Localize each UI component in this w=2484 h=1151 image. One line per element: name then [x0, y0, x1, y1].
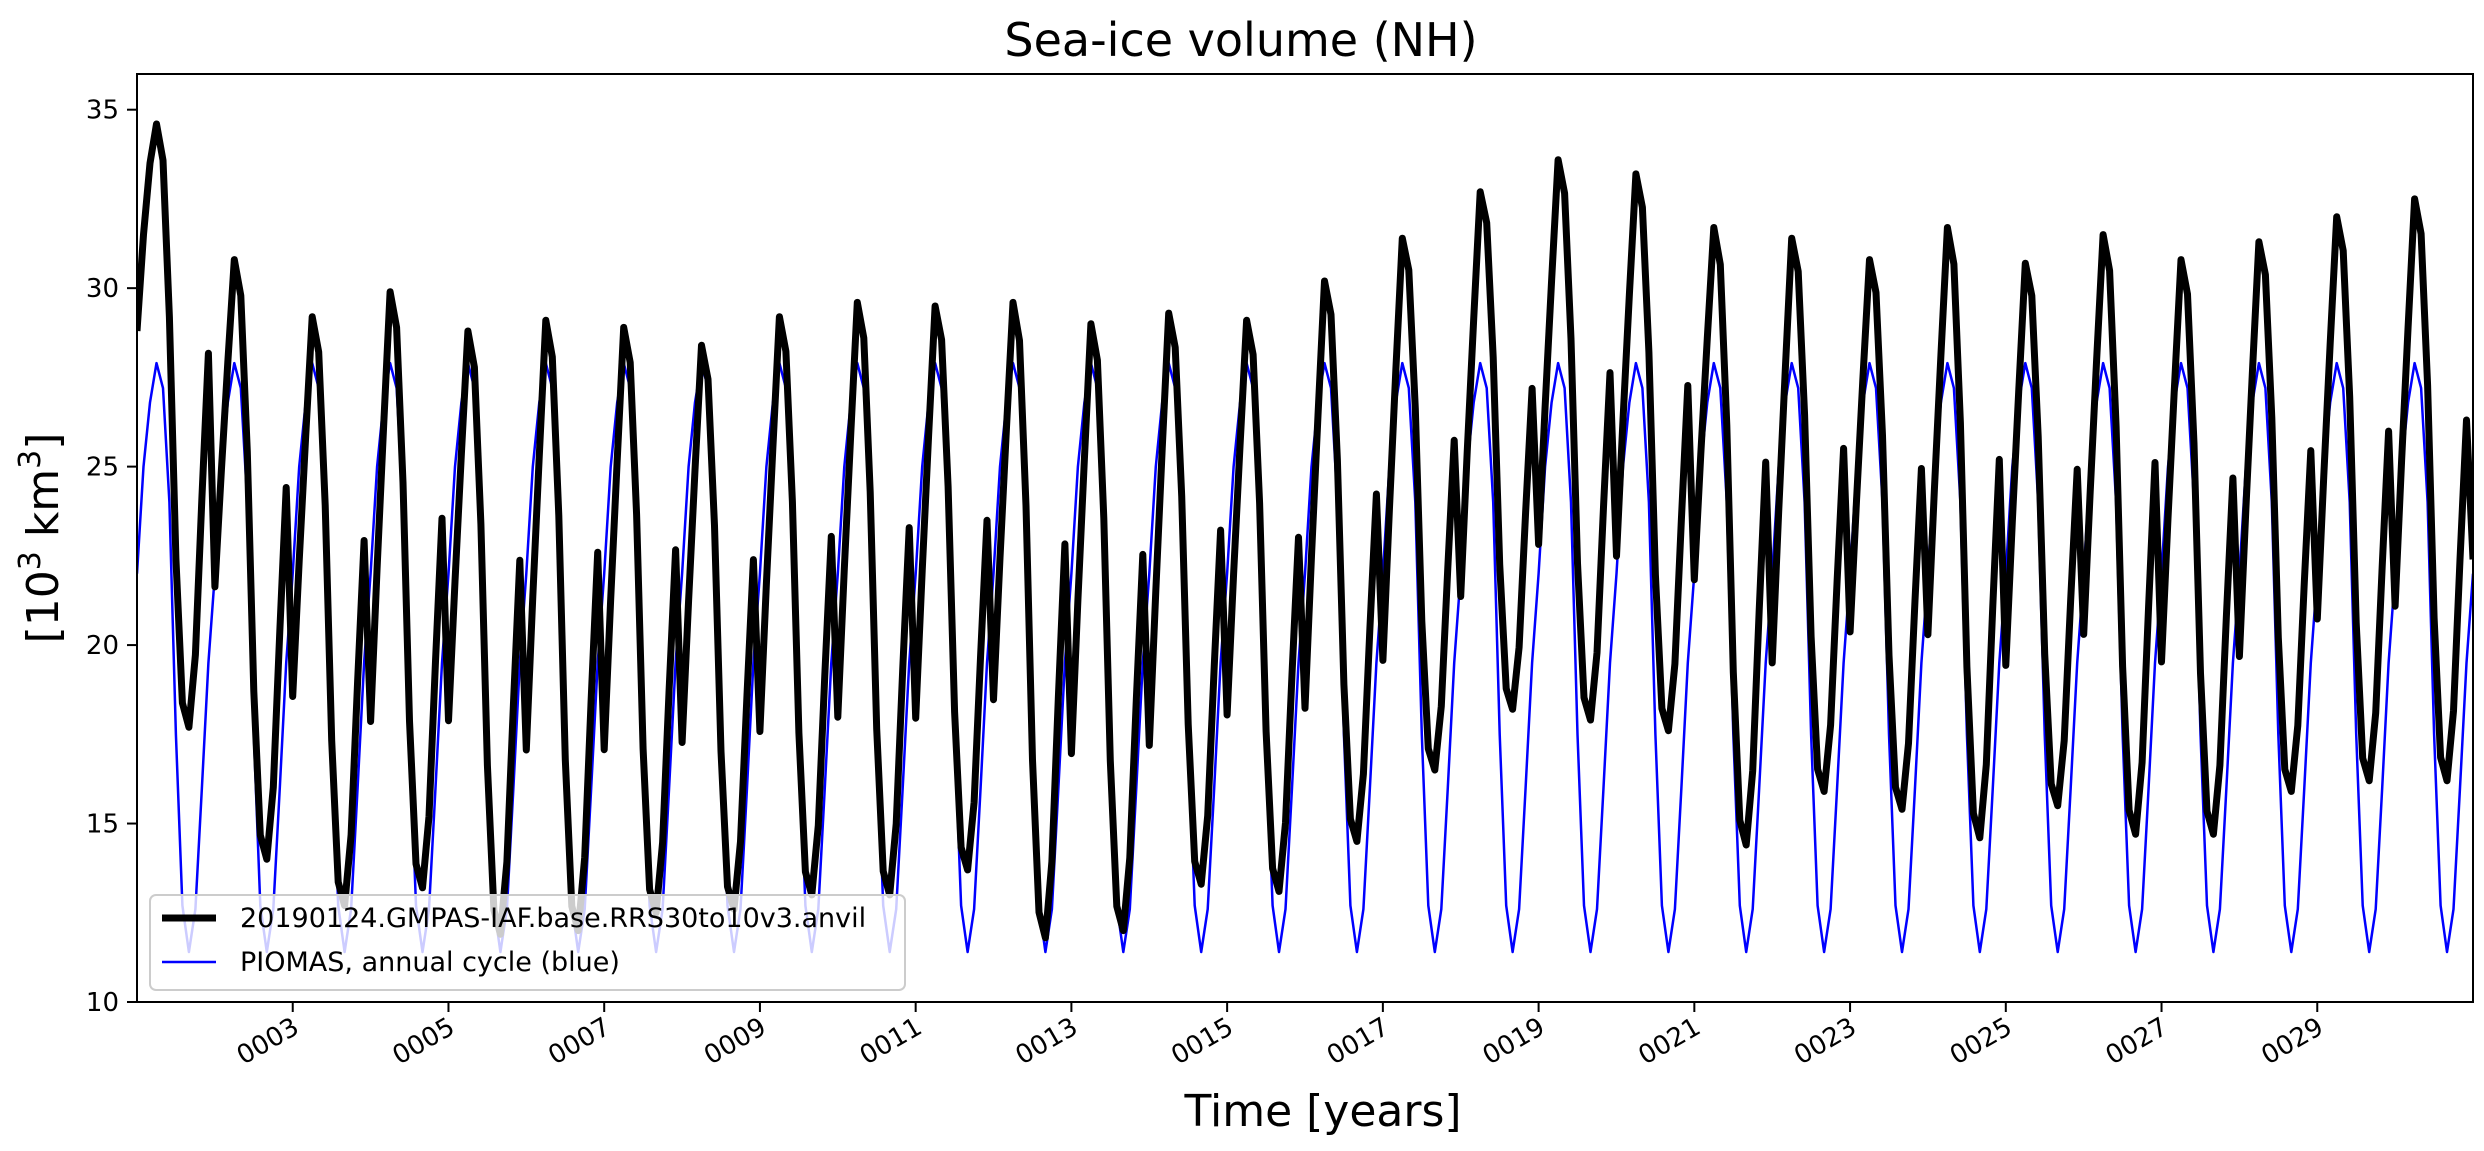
y-tick-label: 30: [86, 274, 119, 304]
plot-area: [136, 73, 2474, 1003]
series-line-model: [137, 120, 2473, 942]
y-axis-label-unit-exponent: 3: [13, 450, 48, 469]
y-tick-label: 10: [86, 988, 119, 1018]
legend-label-piomas: PIOMAS, annual cycle (blue): [240, 947, 620, 978]
x-axis-label: Time [years]: [1183, 1086, 1461, 1137]
plot-frame: [136, 73, 2474, 1003]
series-layer: [137, 120, 2473, 954]
chart-title: Sea-ice volume (NH): [1004, 13, 1477, 67]
legend: 20190124.GMPAS-IAF.base.RRS30to10v3.anvi…: [149, 894, 906, 991]
y-axis-label-exponent: 3: [13, 551, 48, 570]
y-tick-label: 35: [86, 96, 119, 126]
y-tick-label: 15: [86, 810, 119, 840]
y-axis-label-base: [10: [18, 570, 69, 643]
y-axis: 10 15 20 25 30 35: [86, 96, 137, 1018]
legend-label-model: 20190124.GMPAS-IAF.base.RRS30to10v3.anvi…: [240, 903, 866, 934]
y-axis-label: [103 km3]: [13, 433, 69, 644]
y-axis-label-end: ]: [18, 433, 69, 450]
y-tick-label: 20: [86, 631, 119, 661]
y-tick-label: 25: [86, 453, 119, 483]
y-axis-label-unit: km: [18, 469, 69, 551]
legend-box: [149, 894, 906, 991]
